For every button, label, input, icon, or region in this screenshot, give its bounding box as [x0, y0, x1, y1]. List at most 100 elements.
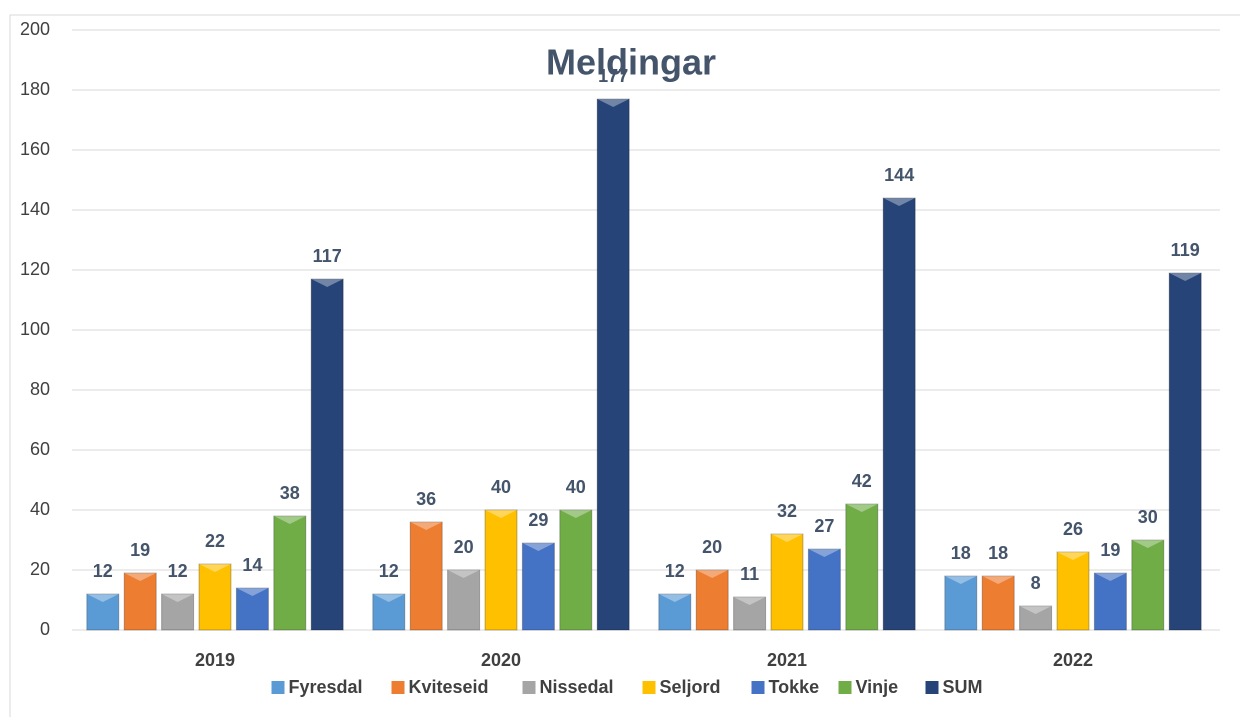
bar-bevel — [236, 588, 269, 596]
bar — [161, 593, 195, 631]
data-label: 14 — [242, 555, 262, 575]
data-label: 117 — [313, 246, 342, 266]
bar-bevel — [982, 576, 1015, 584]
legend-swatch — [391, 681, 405, 694]
bar — [273, 515, 307, 631]
bar-bevel — [1169, 273, 1202, 281]
bar — [559, 509, 593, 631]
data-label: 12 — [379, 561, 399, 581]
x-tick-label: 2020 — [481, 650, 521, 670]
data-label: 11 — [740, 564, 759, 584]
data-label: 22 — [205, 531, 225, 551]
data-label: 40 — [566, 477, 586, 497]
chart-border — [9, 14, 1240, 717]
bar-bevel — [161, 594, 194, 602]
bar — [944, 575, 978, 631]
legend-label: SUM — [943, 677, 983, 697]
bar — [845, 503, 879, 631]
x-tick-label: 2019 — [195, 650, 235, 670]
legend-label: Fyresdal — [289, 677, 363, 697]
y-tick-label: 60 — [30, 439, 50, 459]
bar — [484, 509, 518, 631]
bar-bevel — [199, 564, 231, 572]
y-tick-label: 120 — [20, 259, 50, 279]
bar — [521, 542, 555, 631]
bar — [596, 98, 630, 631]
data-label: 177 — [598, 66, 628, 86]
y-tick-label: 200 — [20, 19, 50, 39]
legend-swatch — [925, 681, 939, 694]
y-tick-label: 140 — [20, 199, 50, 219]
data-label: 32 — [777, 501, 797, 521]
data-label: 20 — [702, 537, 722, 557]
bar — [409, 521, 443, 631]
bar — [1168, 272, 1202, 631]
bar — [86, 593, 120, 631]
bar — [1131, 539, 1165, 631]
legend-swatch — [271, 681, 285, 694]
legend-label: Kviteseid — [409, 677, 489, 697]
bar — [733, 596, 767, 631]
bar-bevel — [1131, 540, 1164, 548]
data-label: 40 — [491, 477, 511, 497]
data-label: 18 — [951, 543, 971, 563]
data-label: 36 — [416, 489, 436, 509]
y-tick-label: 160 — [20, 139, 50, 159]
data-label: 144 — [884, 165, 914, 185]
bar — [372, 593, 406, 631]
chart-title: Meldingar — [546, 42, 716, 83]
bar — [1093, 572, 1127, 631]
data-label: 12 — [93, 561, 113, 581]
bar — [310, 278, 344, 631]
bar — [981, 575, 1015, 631]
data-label: 8 — [1031, 573, 1041, 593]
y-tick-label: 80 — [30, 379, 50, 399]
bar-bevel — [1019, 606, 1052, 614]
x-tick-label: 2022 — [1053, 650, 1093, 670]
bar — [695, 569, 729, 631]
bar — [770, 533, 804, 631]
legend-label: Vinje — [856, 677, 899, 697]
legend-label: Tokke — [769, 677, 820, 697]
legend-swatch — [751, 681, 765, 694]
bar-bevel — [1057, 552, 1089, 560]
data-label: 26 — [1063, 519, 1083, 539]
bar-bevel — [883, 198, 916, 206]
y-tick-label: 20 — [30, 559, 50, 579]
bar — [882, 197, 916, 631]
bar — [123, 572, 157, 631]
bar — [198, 563, 232, 631]
bar — [658, 593, 692, 631]
bar-bevel — [944, 576, 977, 584]
bar-bevel — [522, 543, 555, 551]
bar-bevel — [485, 510, 517, 518]
data-label: 18 — [988, 543, 1008, 563]
data-label: 119 — [1171, 240, 1200, 260]
bars — [86, 98, 1202, 631]
bar-bevel — [845, 504, 878, 512]
bar — [1019, 605, 1053, 631]
legend-swatch — [522, 681, 536, 694]
bar — [807, 548, 841, 631]
legend-label: Nissedal — [540, 677, 614, 697]
bar-bevel — [1094, 573, 1127, 581]
bar — [447, 569, 481, 631]
bar-bevel — [410, 522, 443, 530]
bar-bevel — [447, 570, 480, 578]
data-label: 12 — [665, 561, 685, 581]
bar-bevel — [597, 99, 630, 107]
y-tick-label: 100 — [20, 319, 50, 339]
data-label: 30 — [1138, 507, 1158, 527]
bar-bevel — [733, 597, 766, 605]
data-label: 19 — [1100, 540, 1120, 560]
y-tick-label: 40 — [30, 499, 50, 519]
legend-label: Seljord — [660, 677, 721, 697]
bar-bevel — [696, 570, 729, 578]
bar-bevel — [273, 516, 306, 524]
bar — [235, 587, 269, 631]
bar-bevel — [372, 594, 405, 602]
legend-swatch — [838, 681, 852, 694]
grid — [72, 29, 1220, 631]
bar-bevel — [771, 534, 803, 542]
